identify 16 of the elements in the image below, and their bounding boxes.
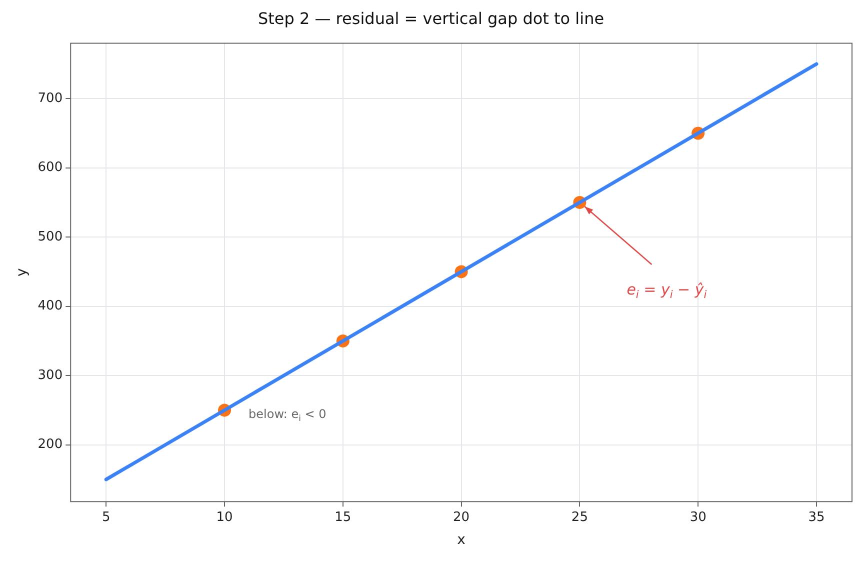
x-tick-label: 15 xyxy=(334,510,352,525)
x-tick-label: 5 xyxy=(102,510,110,525)
x-tick-label: 30 xyxy=(690,510,706,525)
y-axis-title: y xyxy=(14,268,30,277)
x-tick-label: 10 xyxy=(216,510,233,525)
y-tick-label: 700 xyxy=(38,90,63,106)
x-tick-label: 20 xyxy=(453,510,470,525)
y-tick-label: 200 xyxy=(38,437,63,452)
x-tick-label: 35 xyxy=(808,510,825,525)
x-tick-label: 25 xyxy=(571,510,588,525)
x-axis-title: x xyxy=(457,532,466,548)
y-tick-label: 600 xyxy=(38,160,63,176)
y-tick-label: 500 xyxy=(38,229,63,244)
chart-title: Step 2 — residual = vertical gap dot to line xyxy=(258,8,604,28)
y-tick-label: 300 xyxy=(38,368,63,383)
y-tick-label: 400 xyxy=(38,298,63,314)
